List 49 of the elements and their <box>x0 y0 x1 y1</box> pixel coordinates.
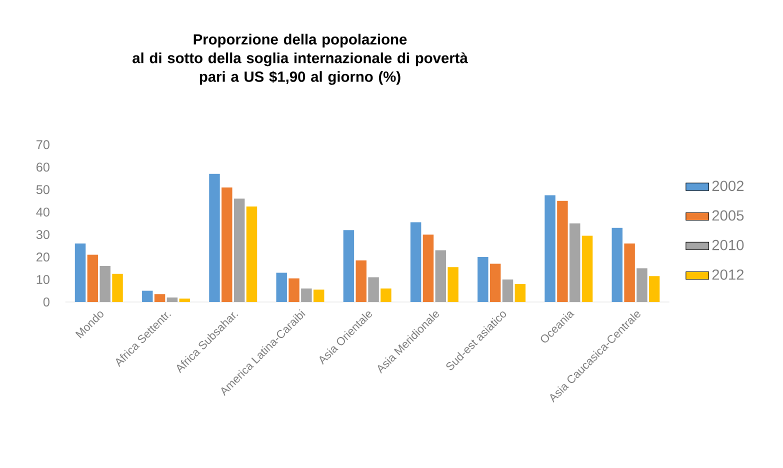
bar <box>368 277 379 302</box>
bar <box>154 294 166 302</box>
y-tick-label: 30 <box>36 230 50 240</box>
bar <box>422 234 434 302</box>
bar <box>100 266 110 302</box>
legend-label: 2012 <box>712 269 744 280</box>
bar <box>544 195 556 302</box>
bar <box>502 280 514 302</box>
legend-label: 2005 <box>712 210 744 221</box>
bar <box>87 254 98 302</box>
bar <box>490 264 501 302</box>
y-tick-label: 10 <box>36 275 50 284</box>
chart-title: Proporzione della popolazione al di sotto della soglia internazionale di povertà pari a US $1,90 al giorno (%) <box>132 34 468 85</box>
bar <box>276 272 287 302</box>
bar <box>514 284 526 302</box>
bar <box>448 267 458 302</box>
bar <box>649 276 660 302</box>
bar <box>313 290 324 302</box>
bar <box>410 222 422 302</box>
bar <box>74 244 86 302</box>
bar <box>636 268 648 302</box>
y-tick-label: 50 <box>36 185 50 194</box>
bar <box>301 288 312 302</box>
y-tick-label: 70 <box>36 140 50 150</box>
bar <box>179 298 190 302</box>
bar <box>624 244 635 302</box>
bar <box>166 297 178 302</box>
bar <box>557 200 568 302</box>
bar <box>343 230 354 302</box>
bar <box>142 290 153 302</box>
bar <box>478 257 488 302</box>
y-tick-label: 60 <box>36 162 50 172</box>
y-tick-label: 40 <box>36 208 50 217</box>
y-tick-label: 20 <box>36 252 50 262</box>
legend-label: 2002 <box>712 180 744 192</box>
bar <box>570 223 580 302</box>
legend-label: 2010 <box>712 240 744 250</box>
bar <box>234 198 245 302</box>
bar <box>288 278 300 302</box>
bar <box>356 260 366 302</box>
bar <box>112 274 123 302</box>
bar <box>435 250 446 302</box>
bar <box>246 206 258 302</box>
bar <box>222 187 232 302</box>
bar <box>582 236 593 302</box>
bar <box>209 174 220 302</box>
y-tick-label: 0 <box>43 298 50 306</box>
bar <box>612 228 623 302</box>
bar <box>380 288 392 302</box>
